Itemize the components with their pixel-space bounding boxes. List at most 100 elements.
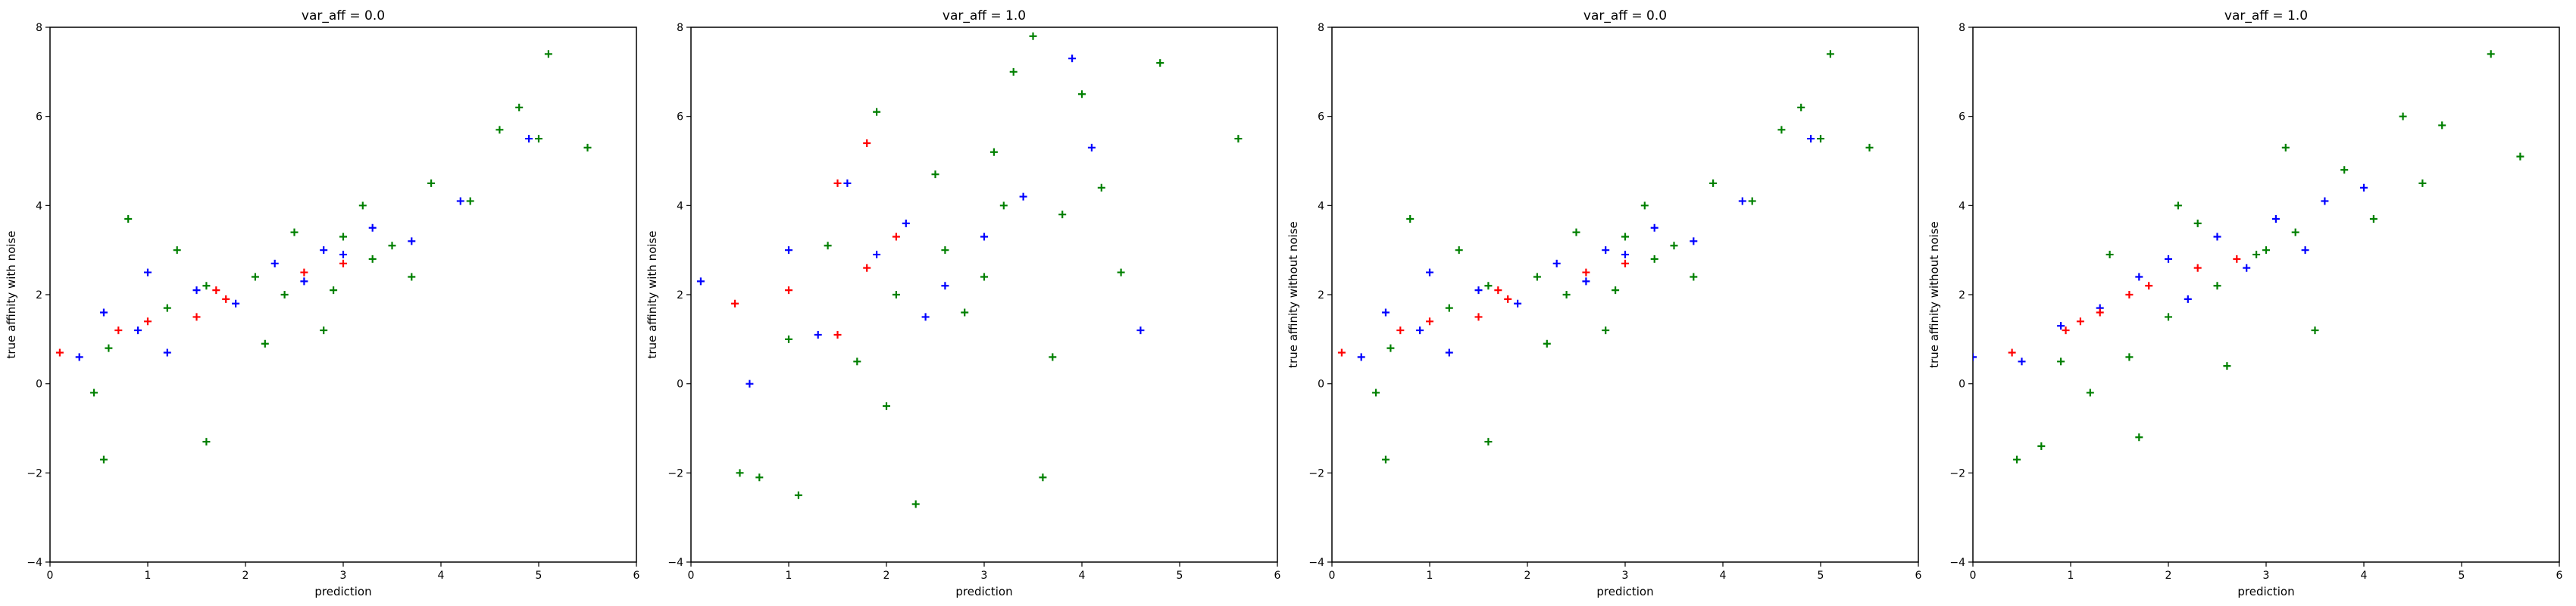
scatter-point [192,286,201,295]
x-tick-label: 1 [786,570,792,582]
scatter-point [2311,326,2319,335]
scatter-point [2037,442,2046,451]
scatter-point [232,299,240,308]
scatter-point [1381,455,1390,464]
scatter-point [1136,326,1145,335]
scatter-point [1386,344,1395,352]
chart-panel-1: var_aff = 0.0 0 1 2 3 4 5 6 −4 −2 0 2 4 6 8 prediction t… [5,8,640,598]
scatter-point [2243,264,2251,272]
scatter-point [2301,246,2309,255]
scatter-point [1621,233,1629,241]
scatter-point [785,286,792,295]
scatter-point [2062,326,2070,335]
axes-frame [1972,27,2560,563]
y-tick-label: 2 [1959,289,1965,301]
x-tick-label: 3 [2263,570,2270,582]
scatter-point [892,291,900,298]
x-tick-label: 2 [2165,570,2172,582]
scatter-point [2013,455,2021,464]
scatter-point [1474,313,1483,321]
scatter-point [1738,197,1746,205]
x-tick-label: 4 [1720,570,1727,582]
scatter-point [212,286,220,295]
points-layer [696,32,1243,508]
scatter-point [1381,308,1390,317]
points-layer [1973,50,2524,464]
scatter-point [2096,308,2104,317]
scatter-point [1826,50,1834,58]
x-tick-label: 3 [340,570,347,582]
scatter-point [1426,268,1433,276]
scatter-point [931,170,939,179]
scatter-point [202,438,211,446]
scatter-point [105,344,113,352]
x-tick-label: 1 [1427,570,1433,582]
x-tick-label: 1 [2068,570,2074,582]
scatter-point [2487,50,2495,58]
scatter-point [1504,295,1512,303]
axes-frame [49,27,637,563]
chart-panel-3: var_aff = 0.0 0 1 2 3 4 5 6 −4 −2 0 2 4 6 8 prediction t… [1286,8,1922,598]
scatter-point [1445,304,1453,312]
scatter-point [2018,358,2026,366]
chart-panel-2: var_aff = 1.0 0 1 2 3 4 5 6 −4 −2 0 2 4 6 8 prediction t… [646,8,1281,598]
y-tick-label: 0 [1318,379,1324,391]
scatter-point [251,273,259,281]
x-axis-label: prediction [314,585,371,598]
scatter-point [114,326,123,335]
scatter-point [2184,295,2192,303]
scatter-point [2321,197,2329,205]
y-tick-label: −4 [667,557,683,569]
y-tick-label: 0 [36,379,42,391]
scatter-point [2165,313,2172,321]
y-tick-label: 6 [36,111,42,123]
scatter-point [1455,246,1463,255]
axes-frame [690,27,1278,563]
scatter-point [1690,237,1698,245]
x-tick-label: 2 [1524,570,1531,582]
y-axis-label: true affinity without noise [1286,221,1300,368]
chart-panel-4: var_aff = 1.0 0 1 2 3 4 5 6 −4 −2 0 2 4 6 8 prediction t… [1927,8,2563,598]
x-tick-label: 5 [536,570,542,582]
x-axis-label: prediction [1596,585,1653,598]
scatter-point [961,308,969,317]
scatter-point [1572,228,1580,236]
scatter-point [1650,255,1658,263]
scatter-point [163,304,171,312]
scatter-point [163,348,171,357]
scatter-point [794,491,802,499]
scatter-point [1416,326,1424,335]
scatter-point [2223,362,2231,370]
points-layer [1337,50,1874,464]
scatter-point [814,330,822,339]
scatter-point [1009,67,1018,76]
scatter-point [980,233,988,241]
scatter-point [1058,211,1067,219]
scatter-point [999,201,1008,210]
x-tick-label: 5 [1818,570,1824,582]
scatter-point [1709,179,1718,187]
y-tick-label: 4 [677,200,683,212]
y-axis-label: true affinity with noise [646,231,659,359]
y-axis-label: true affinity with noise [5,231,18,359]
y-tick-label: −2 [1308,467,1324,479]
scatter-point [290,228,299,236]
scatter-point [525,135,533,143]
scatter-point [833,179,842,187]
scatter-point [339,233,347,241]
scatter-point [1372,389,1380,397]
scatter-point [173,246,181,255]
x-tick-label: 4 [438,570,445,582]
scatter-point [1533,273,1541,281]
scatter-point [408,273,416,281]
scatter-point [1445,348,1453,357]
y-tick-label: 2 [677,289,683,301]
scatter-point [911,500,920,508]
scatter-point [1865,143,1874,152]
scatter-point [535,135,542,143]
x-tick-label: 0 [688,570,695,582]
scatter-point [99,308,108,317]
scatter-point [1797,103,1805,111]
scatter-point [2438,121,2446,130]
